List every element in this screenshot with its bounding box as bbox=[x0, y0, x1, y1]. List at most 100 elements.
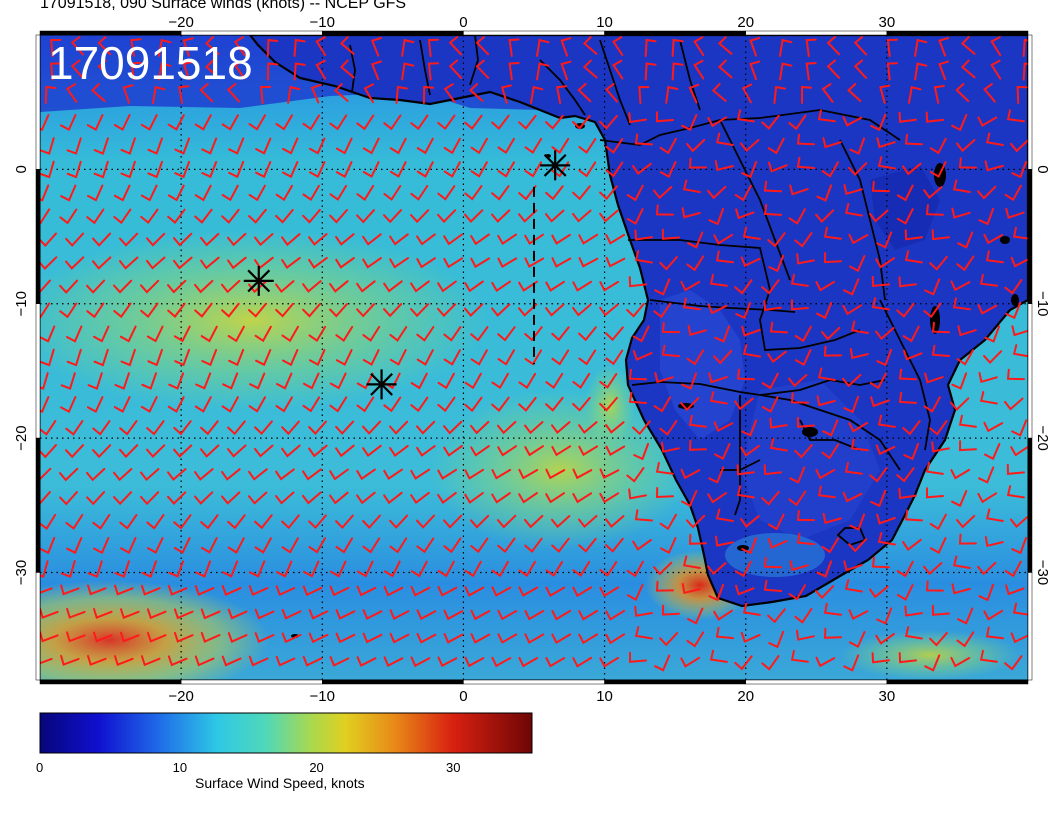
wind-barb bbox=[146, 537, 164, 554]
wind-barb bbox=[200, 420, 219, 436]
wind-barb bbox=[551, 233, 571, 245]
wind-barb bbox=[59, 467, 79, 482]
wind-barb bbox=[329, 396, 348, 413]
wind-barb bbox=[929, 137, 947, 155]
bottom-lon-tick-label: 30 bbox=[879, 688, 896, 705]
wind-barb bbox=[443, 233, 463, 246]
wind-barb bbox=[612, 59, 624, 80]
wind-barb bbox=[464, 209, 484, 223]
wind-barb bbox=[681, 372, 698, 390]
wind-barb bbox=[761, 655, 780, 671]
wind-barb bbox=[66, 160, 82, 179]
wind-barb bbox=[707, 492, 727, 504]
wind-barb bbox=[315, 36, 327, 57]
wind-barb bbox=[736, 109, 755, 123]
wind-barb bbox=[844, 579, 863, 593]
wind-barb bbox=[655, 204, 674, 216]
wind-barb bbox=[848, 609, 869, 620]
wind-barb bbox=[40, 467, 52, 481]
wind-barb bbox=[518, 656, 539, 668]
wind-barb bbox=[659, 161, 677, 178]
wind-barb bbox=[383, 396, 402, 413]
wind-barb bbox=[551, 137, 570, 154]
wind-barb bbox=[849, 255, 866, 273]
wind-barb bbox=[221, 491, 241, 505]
wind-barb bbox=[60, 396, 77, 413]
wind-speed-maximum-southwest bbox=[40, 580, 270, 680]
wind-barb bbox=[599, 468, 620, 479]
wind-barb bbox=[875, 327, 895, 341]
wind-barb bbox=[985, 626, 1004, 640]
wind-barb bbox=[491, 280, 511, 293]
wind-barb bbox=[929, 255, 948, 271]
wind-barb bbox=[443, 537, 462, 554]
wind-barb bbox=[634, 133, 653, 146]
wind-barb bbox=[281, 632, 302, 644]
colorbar-tick-label: 10 bbox=[172, 760, 188, 775]
wind-barb bbox=[401, 38, 415, 57]
bottom-lon-labels: −20 −10 0 10 20 30 bbox=[168, 688, 895, 705]
wind-barb bbox=[605, 233, 626, 245]
wind-barb bbox=[661, 344, 680, 358]
wind-barb bbox=[201, 160, 218, 179]
wind-barb bbox=[140, 208, 159, 225]
wind-barb bbox=[790, 392, 809, 404]
wind-barb bbox=[734, 397, 754, 411]
wind-barb bbox=[815, 209, 835, 223]
wind-barb bbox=[389, 537, 408, 554]
wind-barb bbox=[661, 228, 680, 240]
wind-barb bbox=[715, 535, 734, 547]
wind-barb bbox=[931, 344, 950, 357]
wind-barb bbox=[626, 467, 645, 483]
wind-barb bbox=[228, 348, 245, 367]
wind-barb bbox=[308, 537, 326, 554]
wind-barb bbox=[427, 38, 439, 57]
wind-barb bbox=[329, 656, 350, 667]
wind-barb bbox=[227, 444, 247, 458]
wind-barb bbox=[734, 279, 753, 295]
wind-barb bbox=[205, 36, 220, 55]
wind-barb bbox=[302, 280, 322, 293]
wind-barb bbox=[653, 302, 672, 319]
wind-barb bbox=[389, 233, 409, 246]
wind-barb bbox=[92, 232, 112, 247]
wind-barb bbox=[688, 157, 707, 169]
wind-barb bbox=[796, 156, 815, 169]
right-lat-tick-label: −10 bbox=[1034, 291, 1051, 316]
wind-barb bbox=[545, 468, 566, 480]
wind-barb bbox=[173, 420, 192, 436]
wind-barb bbox=[309, 161, 326, 178]
wind-barb bbox=[545, 280, 565, 292]
wind-barbs bbox=[40, 36, 1028, 672]
wind-barb bbox=[287, 85, 301, 104]
wind-barb bbox=[605, 161, 624, 178]
wind-barb bbox=[715, 508, 734, 522]
wind-barb bbox=[448, 36, 463, 56]
wind-barb bbox=[518, 372, 537, 390]
wind-barb bbox=[628, 391, 647, 404]
wind-barb bbox=[302, 303, 321, 318]
wind-barb bbox=[470, 257, 491, 269]
wind-barb bbox=[1011, 160, 1028, 179]
wind-barb bbox=[654, 654, 671, 672]
wind-barb bbox=[173, 514, 192, 530]
wind-barb bbox=[707, 116, 728, 128]
wind-barb bbox=[740, 632, 761, 643]
wind-barb bbox=[470, 326, 489, 342]
wind-barb bbox=[794, 444, 813, 459]
wind-barb bbox=[844, 461, 863, 475]
wind-barb bbox=[990, 36, 1002, 57]
wind-barb bbox=[979, 391, 998, 405]
wind-barb bbox=[925, 461, 944, 475]
wind-barb bbox=[469, 83, 484, 102]
wind-barb bbox=[536, 62, 550, 81]
wind-barb bbox=[671, 62, 684, 81]
wind-barb bbox=[92, 444, 112, 459]
wind-barb bbox=[735, 584, 755, 596]
wind-barb bbox=[929, 537, 947, 554]
wind-barb bbox=[599, 303, 619, 317]
wind-barb bbox=[632, 420, 651, 436]
wind-barb bbox=[655, 461, 674, 475]
wind-barb bbox=[817, 485, 836, 499]
wind-barb bbox=[632, 350, 653, 361]
